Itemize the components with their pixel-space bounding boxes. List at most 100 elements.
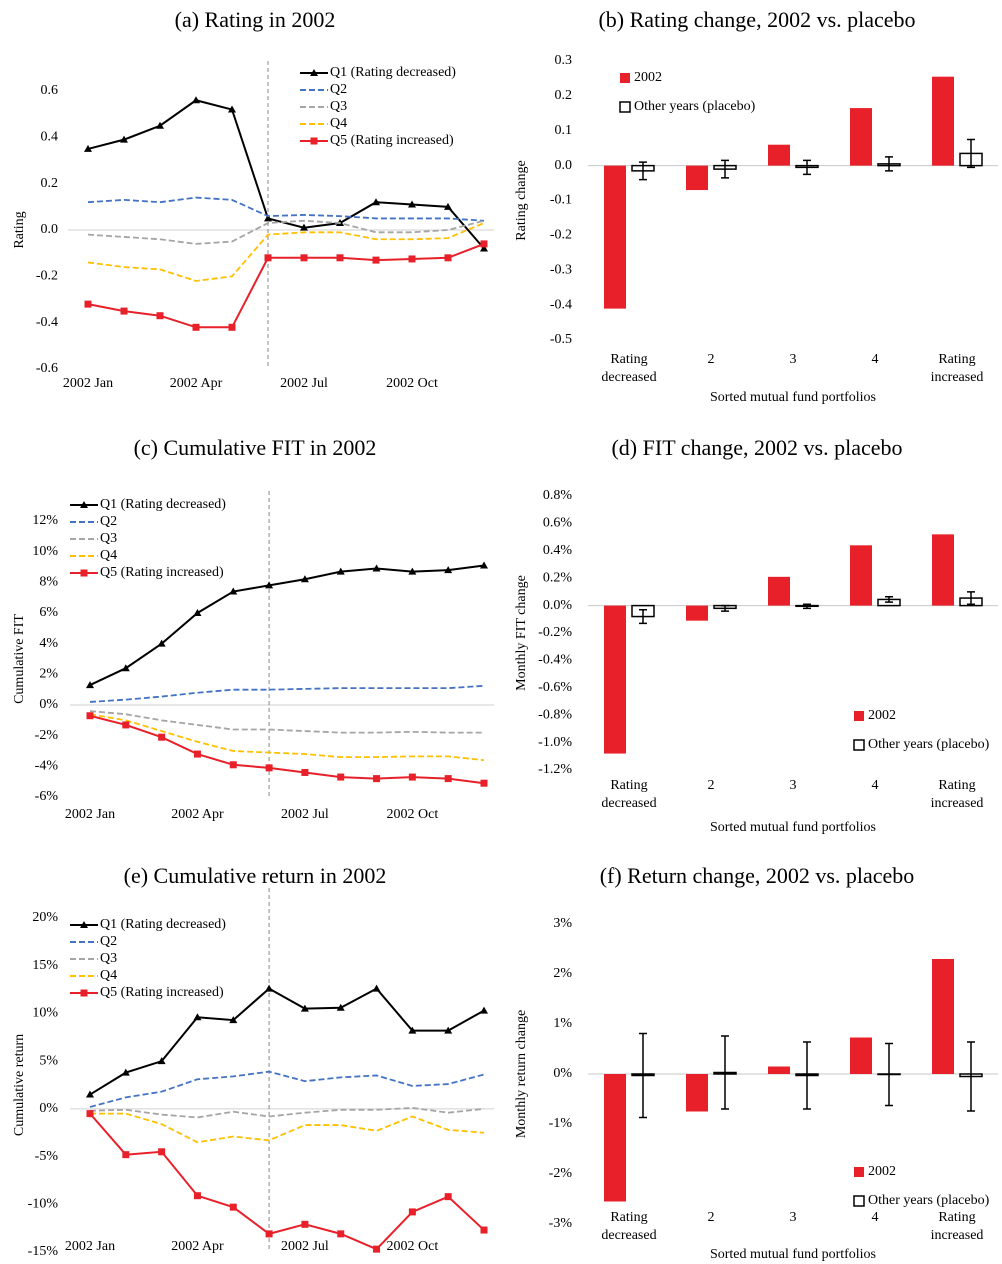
panel: (c) Cumulative FIT in 2002 Cumulative FIT… [12,435,494,822]
bar [932,959,954,1074]
panel: (b) Rating change, 2002 vs. placebo Ratin… [514,7,998,405]
marker [480,561,488,569]
marker [336,567,345,575]
x-axis-label: Sorted mutual fund portfolios [710,390,876,405]
marker [157,1057,166,1065]
marker [265,581,274,589]
series-line [89,1112,485,1251]
chart-title: (c) Cumulative FIT in 2002 [134,435,377,460]
legend-label: Q2 [100,934,117,949]
marker [480,779,488,787]
marker [265,1230,273,1238]
legend-swatch [854,711,864,721]
y-tick-label: 0.4% [543,543,573,558]
legend-label: 2002 [868,708,896,723]
legend-swatch [853,1195,865,1207]
marker [444,254,452,262]
marker [336,1003,345,1011]
marker [192,323,200,331]
x-tick-label: 2002 Jan [65,807,115,822]
marker [408,1208,416,1216]
y-tick-label: 0.6 [41,83,59,98]
marker [264,214,272,222]
y-tick-label: -0.4 [550,297,572,312]
marker [408,255,416,263]
marker [301,1220,309,1228]
marker [192,96,200,104]
x-axis-label: Sorted mutual fund portfolios [710,1247,876,1262]
y-tick-label: -0.1 [550,193,572,208]
series-line [89,684,485,703]
legend-label: Q3 [100,531,117,546]
x-tick-label: 2002 Apr [171,1239,224,1254]
legend-label: Q4 [100,548,117,563]
legend-label: 2002 [868,1164,896,1179]
marker [228,323,236,331]
x-tick-label: Rating increased [931,778,984,811]
x-tick-label: 2002 Jan [63,376,113,391]
x-tick-label: 2 [708,1210,715,1225]
legend-label: Q1 (Rating decreased) [100,917,226,932]
marker [480,240,488,248]
chart-title: (f) Return change, 2002 vs. placebo [600,863,915,888]
legend-label: Q1 (Rating decreased) [100,497,226,512]
y-tick-label: 0% [39,697,58,712]
y-tick-label: 0.8% [543,488,573,503]
x-tick-label: Rating decreased [601,1210,656,1243]
panel: (f) Return change, 2002 vs. placebo Month… [514,863,998,1262]
x-tick-label: 2 [708,352,715,367]
bar [604,165,626,309]
x-tick-label: 3 [790,778,797,793]
legend-label: Q5 (Rating increased) [330,133,454,148]
bar [850,1037,872,1074]
y-tick-label: -0.2% [538,625,572,640]
marker [444,1193,452,1201]
x-tick-label: 4 [872,778,879,793]
series-line [89,987,485,1096]
legend-label: Q2 [330,82,347,97]
marker [373,775,381,783]
marker [372,198,380,206]
x-tick-label: 4 [872,1210,879,1225]
marker [300,223,308,231]
y-tick-label: -5% [35,1149,59,1164]
error-bar [639,161,647,181]
chart-title: (e) Cumulative return in 2002 [124,863,387,888]
marker [444,202,452,210]
legend-label: Other years (placebo) [634,99,756,114]
y-tick-label: -0.6% [538,680,572,695]
legend-label: 2002 [634,70,662,85]
marker [121,1068,130,1076]
series-line [89,710,484,734]
marker [373,1245,381,1253]
marker [122,1151,130,1159]
legend-swatch [854,1167,864,1177]
marker [193,1013,202,1021]
marker [229,761,237,769]
error-bar [721,1035,729,1110]
bar [604,605,626,754]
series-line [89,1106,485,1119]
error-bar [967,1041,975,1112]
y-tick-label: 2% [553,966,572,981]
y-tick-label: -4% [35,759,59,774]
marker [157,639,166,647]
y-tick-label: 0% [39,1101,58,1116]
y-tick-label: -0.4 [36,315,58,330]
series-line [87,242,485,329]
legend-swatch [853,739,865,751]
marker [86,712,94,720]
marker [372,256,380,264]
marker [193,609,202,616]
marker [122,721,130,729]
y-axis-label: Monthly FIT change [514,575,529,691]
y-tick-label: 0.0 [41,222,59,237]
series-line [87,99,485,250]
series-line [87,222,485,282]
error-bar [885,595,893,603]
x-tick-label: 4 [872,352,879,367]
y-tick-label: 10% [32,1006,58,1021]
error-bar [885,1042,893,1107]
bar [768,576,790,606]
bar [932,534,954,606]
